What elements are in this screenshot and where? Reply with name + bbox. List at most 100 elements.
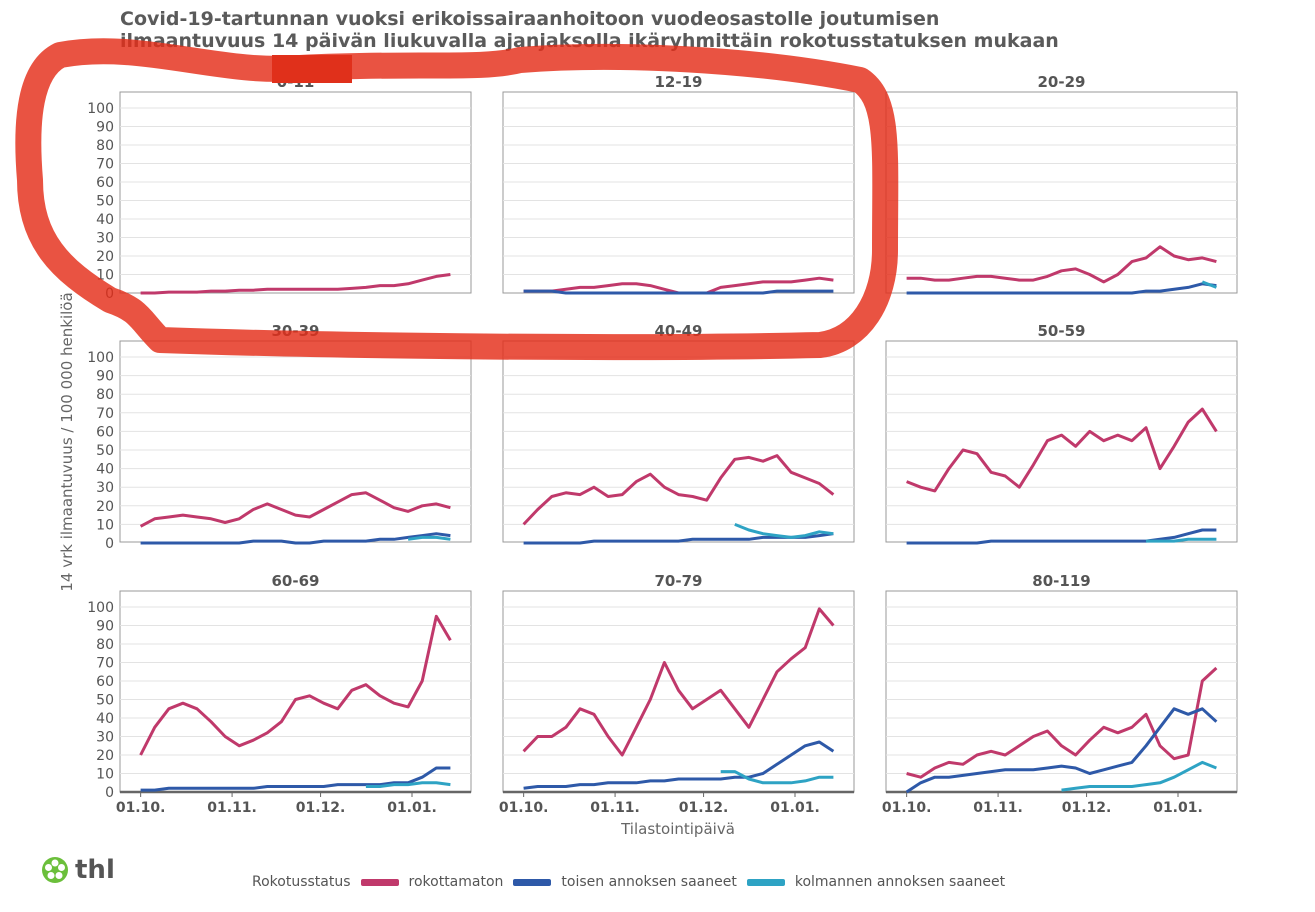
x-tick-label: 01.11.: [207, 800, 257, 816]
series-line-rokottamaton: [906, 666, 1218, 779]
series-line-rokottamaton: [522, 454, 835, 526]
y-tick-label: 100: [87, 101, 114, 117]
panel-50-59: 50-59: [885, 322, 1238, 545]
series-line-kolmannen-annoksen-saaneet: [720, 770, 834, 785]
series-line-rokottamaton: [906, 407, 1218, 493]
y-tick-label: 20: [96, 499, 114, 515]
x-tick-label: 01.01.: [1153, 800, 1203, 816]
y-tick-label: 100: [87, 350, 114, 366]
y-tick-label: 70: [96, 406, 114, 422]
legend-swatch-rokottamaton: [360, 878, 399, 886]
series-line-kolmannen-annoksen-saaneet: [1201, 280, 1217, 289]
chart-title: Covid-19-tartunnan vuoksi erikoissairaan…: [120, 8, 1059, 52]
y-tick-label: 70: [96, 656, 114, 672]
series-line-rokottamaton: [140, 273, 451, 295]
title-line-1: Covid-19-tartunnan vuoksi erikoissairaan…: [120, 8, 940, 30]
y-tick-label: 10: [96, 767, 114, 783]
panel-title: 50-59: [1038, 322, 1086, 340]
x-tick-label: 01.12.: [679, 800, 729, 816]
legend-label-toisen: toisen annoksen saaneet: [561, 874, 737, 890]
red-annotation-mark: [272, 55, 352, 83]
panel-frame: [502, 340, 855, 543]
panel-frame: [885, 91, 1238, 294]
x-tick-label: 01.11.: [973, 800, 1023, 816]
y-axis-label: 14 vrk ilmaantuvuus / 100 000 henkilöä: [58, 292, 76, 591]
y-tick-label: 90: [96, 120, 114, 136]
thl-logo: thl: [40, 855, 115, 885]
series-line-rokottamaton: [139, 614, 452, 756]
series-line-toisen-annoksen-saaneet: [906, 528, 1217, 545]
y-tick-label: 80: [96, 637, 114, 653]
panel-title: 70-79: [655, 572, 703, 590]
legend-label-kolmannen: kolmannen annoksen saaneet: [794, 874, 1006, 890]
legend-title: Rokotusstatus: [252, 874, 351, 890]
y-tick-label: 80: [96, 387, 114, 403]
y-tick-label: 30: [96, 231, 114, 247]
panel-title: 20-29: [1038, 73, 1086, 91]
series-line-rokottamaton: [906, 245, 1217, 284]
legend: Rokotusstatus rokottamaton toisen annoks…: [252, 874, 1005, 890]
panel-12-19: 12-19: [502, 73, 855, 295]
x-tick-label: 01.10.: [882, 800, 932, 816]
y-tick-label: 40: [96, 462, 114, 478]
y-tick-label: 90: [96, 369, 114, 385]
y-tick-label: 0: [105, 785, 114, 801]
legend-label-rokottamaton: rokottamaton: [408, 874, 504, 890]
panel-frame: [885, 340, 1238, 543]
y-tick-label: 60: [96, 674, 114, 690]
y-tick-label: 40: [96, 711, 114, 727]
y-tick-label: 0: [105, 536, 114, 552]
title-line-2: ilmaantuvuus 14 päivän liukuvalla ajanja…: [120, 30, 1059, 52]
panel-frame: [119, 590, 472, 793]
series-line-toisen-annoksen-saaneet: [523, 740, 835, 790]
series-line-toisen-annoksen-saaneet: [905, 707, 1218, 794]
panel-title: 60-69: [272, 572, 320, 590]
series-line-toisen-annoksen-saaneet: [906, 282, 1217, 295]
y-tick-label: 50: [96, 443, 114, 459]
red-annotation-outline: [15, 38, 899, 361]
panel-title: 12-19: [655, 73, 703, 91]
y-tick-label: 50: [96, 693, 114, 709]
y-tick-label: 30: [96, 730, 114, 746]
series-line-toisen-annoksen-saaneet: [140, 532, 451, 545]
panel-frame: [885, 590, 1238, 793]
panel-80-119: 01.10. 01.11. 01.12. 01.01. 80-119: [882, 572, 1238, 816]
panel-title: 80-119: [1032, 572, 1090, 590]
x-tick-label: 01.12.: [1062, 800, 1112, 816]
panel-frame: [502, 91, 855, 294]
series-line-kolmannen-annoksen-saaneet: [1061, 760, 1217, 792]
series-line-rokottamaton: [522, 607, 835, 757]
x-tick-label: 01.10.: [499, 800, 549, 816]
panel-20-29: 20-29: [885, 73, 1238, 295]
series-line-kolmannen-annoksen-saaneet: [365, 781, 451, 788]
y-tick-label: 20: [96, 249, 114, 265]
flower-icon: [42, 857, 68, 883]
series-line-kolmannen-annoksen-saaneet: [734, 523, 834, 539]
x-tick-label: 01.01.: [387, 800, 437, 816]
panel-60-69: 0 10 20 30 40 50 60 70 80 90 100 01.10. 01.11. 01.12.…: [87, 572, 472, 816]
series-line-toisen-annoksen-saaneet: [140, 766, 451, 792]
x-tick-label: 01.11.: [590, 800, 640, 816]
panel-70-79: 01.10. 01.11. 01.12. 01.01. 70-79: [499, 572, 855, 816]
y-tick-label: 30: [96, 480, 114, 496]
y-tick-label: 80: [96, 138, 114, 154]
legend-swatch-toisen: [513, 878, 552, 886]
x-tick-label: 01.01.: [770, 800, 820, 816]
y-tick-label: 90: [96, 619, 114, 635]
y-tick-label: 100: [87, 600, 114, 616]
series-line-kolmannen-annoksen-saaneet: [407, 535, 451, 541]
series-line-toisen-annoksen-saaneet: [523, 289, 834, 295]
x-axis-label: Tilastointipäivä: [620, 820, 735, 838]
panel-frame: [119, 91, 472, 294]
y-tick-label: 60: [96, 175, 114, 191]
y-tick-label: 40: [96, 212, 114, 228]
x-tick-label: 01.12.: [296, 800, 346, 816]
series-line-rokottamaton: [139, 491, 451, 528]
logo-text: thl: [75, 855, 115, 885]
y-tick-label: 10: [96, 517, 114, 533]
x-tick-label: 01.10.: [116, 800, 166, 816]
y-tick-label: 60: [96, 424, 114, 440]
